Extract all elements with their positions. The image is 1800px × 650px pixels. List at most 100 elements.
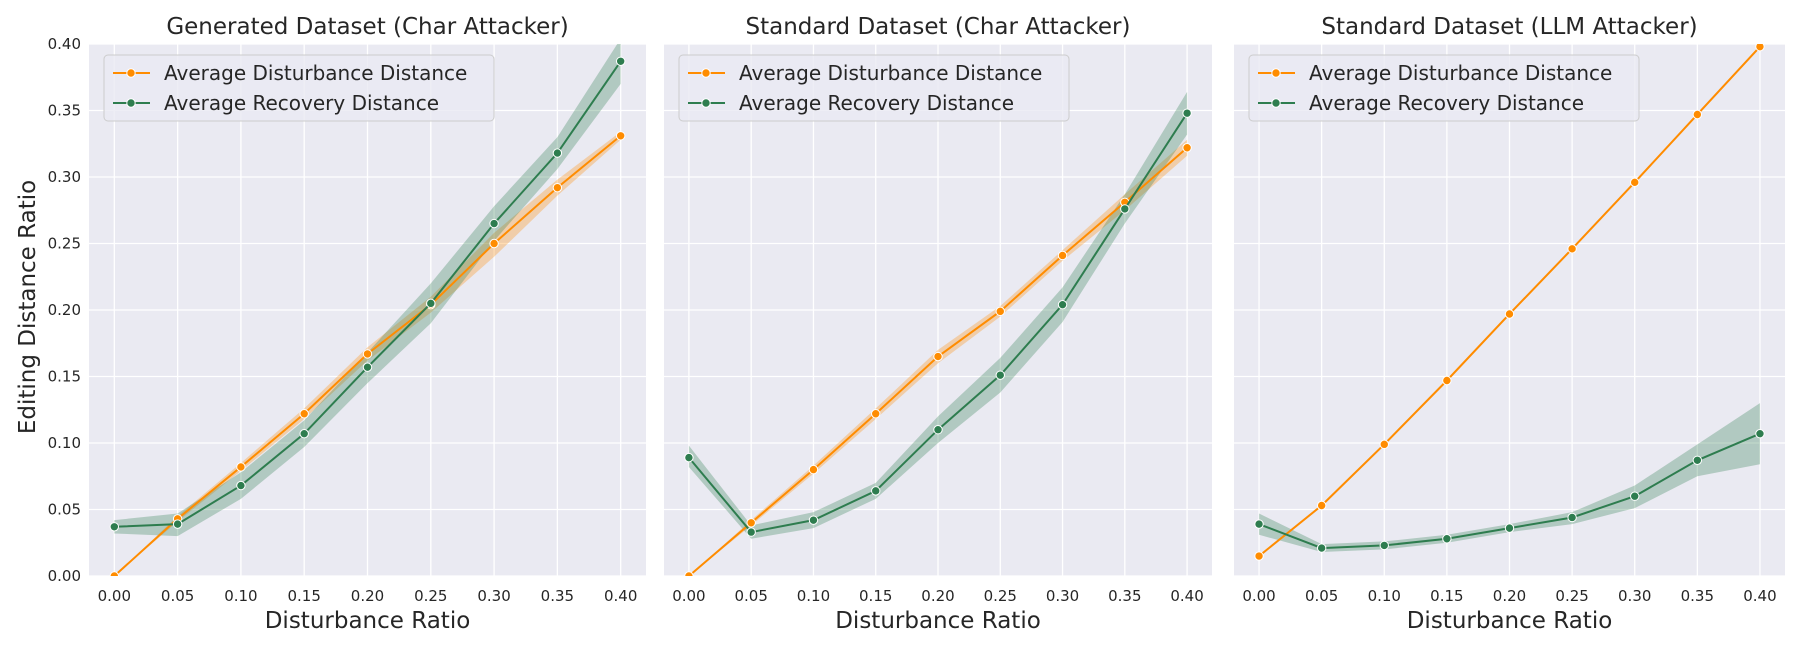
data-point-disturbance	[1567, 244, 1577, 254]
data-point-disturbance	[1316, 500, 1327, 511]
data-point-disturbance	[746, 518, 756, 528]
x-tick-label: 0.05	[161, 587, 194, 605]
data-point-disturbance	[1254, 551, 1264, 561]
data-point-disturbance	[236, 462, 246, 472]
data-point-disturbance	[871, 409, 881, 419]
y-tick-label: 0.25	[48, 235, 81, 253]
data-point-disturbance	[1504, 309, 1515, 319]
data-point-recovery	[1567, 512, 1577, 523]
data-point-recovery	[871, 486, 881, 496]
y-axis-label: Editing Distance Ratio	[15, 180, 41, 434]
y-tick-label: 0.35	[48, 102, 81, 120]
x-tick-label: 0.05	[734, 587, 767, 605]
y-tick-label: 0.40	[48, 35, 81, 53]
x-axis-label: Disturbance Ratio	[1407, 608, 1613, 634]
data-point-disturbance	[1182, 143, 1192, 153]
legend-marker-disturbance	[1271, 68, 1281, 78]
x-axis-label: Disturbance Ratio	[265, 608, 471, 634]
data-point-recovery	[1182, 108, 1192, 118]
x-tick-label: 0.20	[351, 587, 384, 605]
x-tick-label: 0.40	[1170, 587, 1203, 605]
legend-box	[1248, 54, 1640, 122]
data-point-recovery	[236, 480, 246, 491]
legend-marker-disturbance	[701, 68, 711, 78]
x-tick-label: 0.35	[1108, 587, 1141, 605]
data-point-disturbance	[552, 182, 563, 193]
data-point-disturbance	[1692, 109, 1703, 120]
data-point-recovery	[1316, 543, 1327, 553]
series-group	[684, 91, 1192, 576]
data-point-disturbance	[299, 409, 309, 419]
data-point-recovery	[1630, 491, 1640, 501]
legend-label-disturbance: Average Disturbance Distance	[164, 61, 467, 85]
chart-panel-1: 0.00 0.05 0.10 0.15 0.20 0.25 0.30 0.35 0.40 0.00…	[48, 14, 646, 634]
legend-label-recovery: Average Recovery Distance	[164, 91, 439, 115]
chart-panel-3: 0.00 0.05 0.10 0.15 0.20 0.25 0.30 0.35 0.40 Stan…	[1234, 14, 1785, 634]
data-point-disturbance	[1379, 439, 1389, 450]
series-group	[1254, 44, 1765, 561]
y-tick-label: 0.15	[48, 368, 81, 386]
y-tick-label: 0.20	[48, 301, 81, 319]
data-point-disturbance	[808, 464, 819, 475]
data-point-recovery	[615, 56, 626, 66]
data-point-recovery	[172, 519, 183, 529]
chart-panel-2: 0.00 0.05 0.10 0.15 0.20 0.25 0.30 0.35 0.40 Stan…	[664, 14, 1212, 634]
y-tick-label: 0.10	[48, 434, 81, 452]
data-point-disturbance	[489, 238, 499, 249]
data-point-disturbance	[1442, 375, 1452, 386]
data-point-disturbance	[933, 351, 943, 362]
x-tick-label: 0.00	[672, 587, 705, 605]
confidence-band-recovery	[1259, 403, 1760, 553]
x-tick-label: 0.00	[1242, 587, 1275, 605]
x-tick-label: 0.20	[1493, 587, 1526, 605]
legend: Average Disturbance Distance Average Reco…	[1248, 54, 1640, 122]
data-point-recovery	[1442, 534, 1452, 544]
data-point-recovery	[808, 515, 819, 525]
legend-marker-recovery	[701, 98, 711, 108]
data-point-recovery	[995, 370, 1005, 380]
legend-label-recovery: Average Recovery Distance	[1309, 91, 1584, 115]
y-tick-label: 0.30	[48, 168, 81, 186]
x-tick-label: 0.00	[98, 587, 131, 605]
data-point-disturbance	[1755, 44, 1765, 52]
data-point-disturbance	[109, 571, 120, 576]
legend-box	[103, 54, 495, 122]
x-tick-label: 0.20	[921, 587, 954, 605]
chart-title: Standard Dataset (LLM Attacker)	[1321, 14, 1697, 40]
x-tick-label: 0.30	[1046, 587, 1079, 605]
y-tick-label: 0.00	[48, 567, 81, 585]
legend-marker-recovery	[126, 98, 136, 108]
series-group	[109, 44, 626, 576]
data-point-recovery	[1379, 540, 1389, 551]
x-tick-label: 0.40	[604, 587, 637, 605]
x-tick-label: 0.15	[859, 587, 892, 605]
x-axis-label: Disturbance Ratio	[835, 608, 1041, 634]
data-point-disturbance	[995, 306, 1005, 317]
legend-marker-disturbance	[126, 68, 136, 78]
data-point-recovery	[933, 425, 943, 435]
data-point-recovery	[1120, 204, 1130, 214]
x-tick-label: 0.30	[1618, 587, 1651, 605]
chart-title: Standard Dataset (Char Attacker)	[746, 14, 1131, 40]
x-tick-label: 0.05	[1305, 587, 1338, 605]
data-point-disturbance	[615, 131, 626, 141]
x-tick-label: 0.15	[1430, 587, 1463, 605]
data-point-disturbance	[684, 571, 694, 576]
chart-title: Generated Dataset (Char Attacker)	[166, 14, 568, 40]
data-point-recovery	[299, 428, 309, 439]
x-tick-label: 0.35	[1681, 587, 1714, 605]
legend-label-recovery: Average Recovery Distance	[739, 91, 1014, 115]
x-tick-label: 0.35	[541, 587, 574, 605]
data-point-disturbance	[362, 349, 373, 359]
legend-label-disturbance: Average Disturbance Distance	[1309, 61, 1612, 85]
y-tick-label: 0.05	[48, 501, 81, 519]
x-tick-label: 0.25	[414, 587, 447, 605]
data-point-recovery	[489, 218, 499, 229]
data-point-disturbance	[1630, 177, 1640, 188]
legend: Average Disturbance Distance Average Reco…	[103, 54, 495, 122]
legend-marker-recovery	[1271, 98, 1281, 108]
data-point-recovery	[1504, 523, 1515, 533]
x-tick-label: 0.10	[1368, 587, 1401, 605]
legend: Average Disturbance Distance Average Reco…	[678, 54, 1070, 122]
x-tick-label: 0.30	[477, 587, 510, 605]
